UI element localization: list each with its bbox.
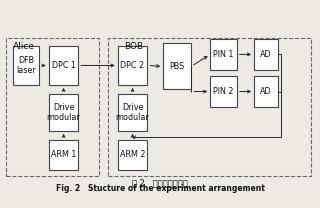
Bar [118, 46, 148, 85]
Bar [254, 76, 278, 107]
Bar [49, 94, 78, 131]
Bar [12, 46, 39, 85]
Bar [49, 46, 78, 85]
Text: AD: AD [260, 50, 272, 59]
Bar [118, 94, 148, 131]
Bar [210, 76, 237, 107]
Text: PBS: PBS [170, 62, 185, 71]
Text: ARM 2: ARM 2 [120, 150, 145, 159]
Text: Drive
modular: Drive modular [116, 103, 149, 122]
Bar [163, 43, 191, 89]
Text: PIN 2: PIN 2 [213, 87, 234, 96]
Text: ARM 1: ARM 1 [51, 150, 76, 159]
Text: 图 2   实验平台示意图: 图 2 实验平台示意图 [132, 178, 188, 187]
Text: Alice: Alice [12, 42, 35, 51]
Text: DFB
laser: DFB laser [16, 56, 36, 75]
Text: Fig. 2   Stucture of the experiment arrangement: Fig. 2 Stucture of the experiment arrang… [56, 184, 264, 193]
Bar [6, 38, 99, 176]
Text: PIN 1: PIN 1 [213, 50, 234, 59]
Bar [49, 140, 78, 170]
Bar [108, 38, 310, 176]
Text: AD: AD [260, 87, 272, 96]
Bar [254, 39, 278, 70]
Text: DPC 1: DPC 1 [52, 61, 76, 70]
Bar [118, 140, 148, 170]
Bar [210, 39, 237, 70]
Text: DPC 2: DPC 2 [121, 61, 145, 70]
Text: Drive
modular: Drive modular [47, 103, 80, 122]
Text: BOB: BOB [124, 42, 143, 51]
